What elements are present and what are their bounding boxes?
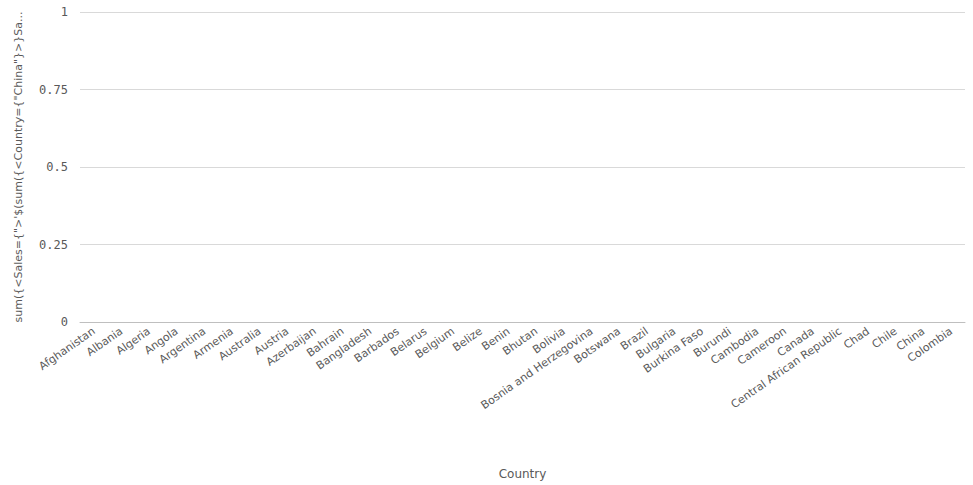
svg-text:Belize: Belize — [450, 325, 485, 355]
svg-text:Benin: Benin — [479, 324, 513, 354]
svg-text:China: China — [894, 324, 928, 354]
svg-text:1: 1 — [61, 5, 68, 19]
svg-text:Azerbaijan: Azerbaijan — [263, 324, 319, 369]
svg-text:Barbados: Barbados — [351, 324, 402, 366]
svg-text:Argentina: Argentina — [156, 324, 209, 367]
svg-text:Chile: Chile — [870, 325, 900, 352]
svg-text:0.25: 0.25 — [39, 238, 68, 252]
svg-text:Bolivia: Bolivia — [530, 324, 568, 357]
svg-text:Country: Country — [499, 467, 547, 481]
svg-text:0: 0 — [61, 315, 68, 329]
svg-text:Cameroon: Cameroon — [735, 324, 789, 368]
svg-text:Botswana: Botswana — [572, 325, 624, 367]
svg-text:0.5: 0.5 — [46, 160, 68, 174]
svg-text:Afghanistan: Afghanistan — [36, 324, 98, 373]
svg-text:Bosnia and Herzegovina: Bosnia and Herzegovina — [479, 325, 596, 412]
svg-text:Belarus: Belarus — [388, 324, 430, 360]
svg-text:Armenia: Armenia — [190, 324, 236, 362]
svg-text:Austria: Austria — [251, 324, 292, 358]
svg-text:Albania: Albania — [84, 324, 126, 359]
svg-text:Belgium: Belgium — [412, 324, 458, 362]
svg-text:Central African Republic: Central African Republic — [728, 325, 844, 412]
svg-text:sum({<Sales={">'$(sum({<Countr: sum({<Sales={">'$(sum({<Country={"China"… — [12, 12, 25, 323]
svg-text:Cambodia: Cambodia — [708, 324, 762, 368]
svg-text:Bhutan: Bhutan — [500, 324, 541, 358]
svg-text:Bahrain: Bahrain — [304, 324, 347, 360]
svg-text:0.75: 0.75 — [39, 83, 68, 97]
svg-text:Colombia: Colombia — [905, 325, 955, 365]
svg-text:Canada: Canada — [774, 324, 817, 360]
svg-text:Angola: Angola — [141, 324, 181, 358]
svg-text:Brazil: Brazil — [618, 324, 651, 353]
svg-text:Burundi: Burundi — [691, 324, 734, 360]
svg-text:Burkina Faso: Burkina Faso — [641, 324, 706, 376]
svg-text:Algeria: Algeria — [113, 324, 153, 358]
svg-text:Bangladesh: Bangladesh — [313, 324, 375, 373]
svg-text:Bulgaria: Bulgaria — [633, 324, 679, 362]
svg-text:Chad: Chad — [841, 325, 872, 352]
svg-text:Australia: Australia — [216, 324, 264, 364]
